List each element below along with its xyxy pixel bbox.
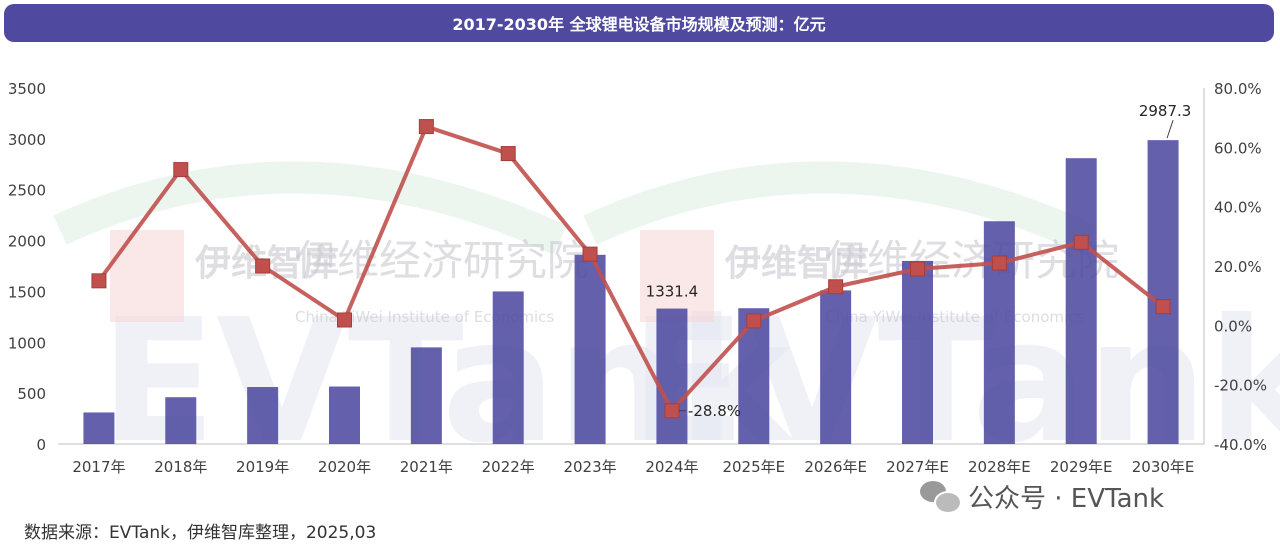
line-point	[828, 279, 844, 295]
x-tick-label: 2019年	[236, 458, 289, 476]
source-note: 数据来源：EVTank，伊维智库整理，2025,03	[24, 523, 377, 543]
wechat-icon	[920, 480, 962, 514]
line-point	[173, 162, 189, 178]
line-point	[337, 312, 352, 328]
x-tick-label: 2025年E	[722, 458, 785, 476]
watermark-brand-en: China YiWei Institute of Economics	[295, 308, 554, 326]
bars	[83, 140, 1179, 444]
bar	[492, 291, 524, 444]
x-tick-label: 2027年E	[886, 458, 949, 476]
bar	[83, 412, 115, 444]
bar	[820, 290, 852, 444]
x-tick-label: 2023年	[563, 458, 616, 476]
line-data-label: -28.8%	[688, 402, 741, 420]
data-label-leader	[1166, 119, 1174, 139]
y-tick-label: 1000	[8, 334, 46, 352]
x-tick-label: 2018年	[154, 458, 207, 476]
x-tick-label: 2029年E	[1050, 458, 1113, 476]
chart-title: 2017-2030年 全球锂电设备市场规模及预测：亿元	[452, 15, 826, 34]
wechat-badge: 公众号 · EVTank	[920, 478, 1164, 515]
watermark-swoosh	[583, 161, 1097, 255]
line-point	[582, 246, 598, 262]
y2-tick-label: 20.0%	[1214, 258, 1262, 276]
x-tick-label: 2017年	[72, 458, 125, 476]
bar	[329, 386, 360, 444]
y-tick-label: 3500	[8, 80, 46, 98]
bar	[1147, 140, 1179, 444]
line-point	[991, 255, 1007, 271]
y-tick-label: 1500	[8, 283, 46, 301]
y2-tick-label: 80.0%	[1214, 80, 1262, 98]
line-point	[1155, 299, 1171, 315]
line-point	[500, 146, 516, 162]
growth-line-path	[97, 124, 1165, 413]
bar	[1065, 158, 1097, 444]
line-point	[91, 273, 107, 289]
x-tick-label: 2020年	[318, 458, 371, 476]
bar	[656, 308, 688, 444]
y-tick-label: 0	[36, 436, 46, 454]
y-tick-label: 2000	[8, 233, 46, 251]
bar	[165, 397, 197, 444]
bar	[247, 387, 279, 444]
bar-data-label: 1331.4	[646, 283, 699, 301]
y2-tick-label: -20.0%	[1214, 377, 1267, 395]
line-point	[1073, 234, 1089, 250]
watermark-mark	[110, 230, 184, 322]
y-tick-label: 500	[17, 385, 46, 403]
bar	[738, 308, 770, 444]
y2-tick-label: 60.0%	[1214, 139, 1262, 157]
watermark-brand-short: 伊维智库	[724, 243, 869, 284]
data-labels: 1331.4 2987.3 -28.8%	[646, 102, 1192, 420]
line-point	[746, 313, 762, 329]
line-point	[418, 119, 434, 135]
x-tick-label: 2024年	[645, 458, 698, 476]
line-point	[910, 261, 925, 277]
y2-tick-label: 0.0%	[1214, 317, 1252, 335]
growth-line	[91, 119, 1171, 419]
x-tick-label: 2026年E	[804, 458, 867, 476]
y-tick-label: 2500	[8, 182, 46, 200]
bar	[574, 254, 606, 444]
x-tick-label: 2030年E	[1132, 458, 1195, 476]
watermark-mark	[640, 230, 714, 322]
line-point	[664, 403, 680, 419]
bar	[410, 347, 442, 444]
watermark-swoosh	[53, 161, 567, 255]
y2-tick-label: -40.0%	[1214, 436, 1267, 454]
y-tick-label: 3000	[8, 131, 46, 149]
y2-tick-label: 40.0%	[1214, 199, 1262, 217]
watermark-brand-cn: 伊维经济研究院	[295, 236, 589, 285]
bar	[902, 260, 933, 444]
bar	[983, 221, 1015, 444]
watermark-brand-en: China YiWei Institute of Economics	[825, 308, 1084, 326]
line-point	[255, 258, 271, 274]
wechat-label: 公众号 · EVTank	[968, 484, 1165, 514]
x-tick-label: 2028年E	[968, 458, 1031, 476]
x-tick-label: 2022年	[482, 458, 535, 476]
bar-data-label: 2987.3	[1139, 102, 1192, 120]
chart-title-bar: 2017-2030年 全球锂电设备市场规模及预测：亿元	[4, 4, 1274, 42]
x-tick-label: 2021年	[400, 458, 453, 476]
